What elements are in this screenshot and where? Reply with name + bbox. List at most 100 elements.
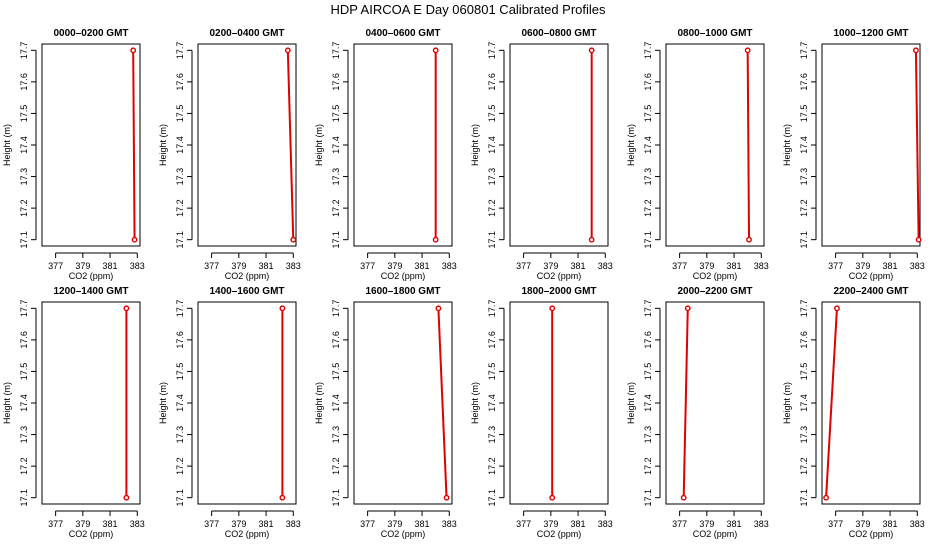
y-tick-label: 17.3 bbox=[331, 168, 341, 186]
y-axis-label: Height (m) bbox=[158, 124, 168, 166]
plot-frame bbox=[41, 301, 141, 505]
x-tick-label: 379 bbox=[543, 261, 558, 271]
x-tick-label: 381 bbox=[103, 519, 118, 529]
x-axis-label: CO2 (ppm) bbox=[69, 271, 114, 281]
data-point bbox=[549, 305, 556, 312]
y-axis-label: Height (m) bbox=[470, 124, 480, 166]
x-axis-label: CO2 (ppm) bbox=[849, 271, 894, 281]
panel-title: 0600–0800 GMT bbox=[521, 28, 596, 39]
x-tick-label: 377 bbox=[360, 519, 375, 529]
plot-frame bbox=[665, 301, 765, 505]
y-tick-label: 17.3 bbox=[175, 168, 185, 186]
x-axis-label: CO2 (ppm) bbox=[381, 529, 426, 539]
series-line bbox=[682, 308, 689, 498]
y-tick-label: 17.7 bbox=[331, 300, 341, 318]
panel-9: 1600–1800 GMT 377 379 381 383 CO2 (ppm) 17.1 17… bbox=[314, 286, 457, 539]
panel-title: 2200–2400 GMT bbox=[833, 286, 908, 297]
panel-title: 0000–0200 GMT bbox=[53, 28, 128, 39]
data-point bbox=[123, 305, 130, 312]
y-tick-label: 17.4 bbox=[799, 136, 809, 154]
plot-frame bbox=[509, 301, 609, 505]
panel-5: 0800–1000 GMT 377 379 381 383 CO2 (ppm) 17.1 17… bbox=[626, 28, 769, 281]
y-tick-label: 17.5 bbox=[331, 105, 341, 123]
panel-title: 0200–0400 GMT bbox=[209, 28, 284, 39]
x-tick-label: 381 bbox=[259, 261, 274, 271]
y-tick-label: 17.6 bbox=[331, 73, 341, 91]
series-line bbox=[746, 50, 751, 240]
plot-frame bbox=[353, 301, 453, 505]
y-tick-label: 17.3 bbox=[643, 426, 653, 444]
panel-2: 0200–0400 GMT 377 379 381 383 CO2 (ppm) 17.1 17… bbox=[158, 28, 301, 281]
x-axis-label: CO2 (ppm) bbox=[849, 529, 894, 539]
series-line bbox=[132, 50, 136, 240]
y-tick-label: 17.1 bbox=[331, 489, 341, 507]
data-point bbox=[823, 494, 829, 501]
y-tick-label: 17.7 bbox=[331, 42, 341, 60]
y-tick-label: 17.3 bbox=[799, 426, 809, 444]
x-tick-label: 381 bbox=[415, 519, 430, 529]
panel-8: 1400–1600 GMT 377 379 381 383 CO2 (ppm) 17.1 17… bbox=[158, 286, 301, 539]
y-tick-label: 17.6 bbox=[487, 73, 497, 91]
y-tick-label: 17.7 bbox=[175, 300, 185, 318]
y-tick-label: 17.6 bbox=[799, 331, 809, 349]
x-tick-label: 381 bbox=[571, 519, 586, 529]
x-axis-label: CO2 (ppm) bbox=[225, 529, 270, 539]
x-tick-label: 383 bbox=[910, 261, 925, 271]
y-axis-label: Height (m) bbox=[2, 382, 12, 424]
x-tick-label: 381 bbox=[883, 261, 898, 271]
data-point bbox=[588, 236, 595, 243]
x-tick-label: 383 bbox=[910, 519, 925, 529]
panel-title: 1800–2000 GMT bbox=[521, 286, 596, 297]
y-tick-label: 17.7 bbox=[19, 300, 29, 318]
plot-frame bbox=[197, 43, 297, 247]
y-tick-label: 17.3 bbox=[331, 426, 341, 444]
x-tick-label: 383 bbox=[130, 519, 145, 529]
y-tick-label: 17.6 bbox=[175, 331, 185, 349]
y-tick-label: 17.5 bbox=[175, 105, 185, 123]
y-tick-label: 17.5 bbox=[331, 363, 341, 381]
x-tick-label: 379 bbox=[387, 519, 402, 529]
y-axis-label: Height (m) bbox=[626, 124, 636, 166]
panel-title: 2000–2200 GMT bbox=[677, 286, 752, 297]
data-point bbox=[680, 494, 687, 501]
y-tick-label: 17.3 bbox=[487, 168, 497, 186]
x-axis-label: CO2 (ppm) bbox=[381, 271, 426, 281]
y-tick-label: 17.3 bbox=[19, 426, 29, 444]
y-tick-label: 17.4 bbox=[799, 394, 809, 412]
y-axis-label: Height (m) bbox=[314, 124, 324, 166]
x-tick-label: 383 bbox=[442, 519, 457, 529]
panel-7: 1200–1400 GMT 377 379 381 383 CO2 (ppm) 17.1 17… bbox=[2, 286, 145, 539]
x-tick-label: 377 bbox=[828, 261, 843, 271]
x-tick-label: 383 bbox=[286, 261, 301, 271]
x-tick-label: 383 bbox=[442, 261, 457, 271]
y-tick-label: 17.3 bbox=[175, 426, 185, 444]
plot-frame bbox=[821, 43, 921, 247]
x-tick-label: 377 bbox=[360, 261, 375, 271]
y-tick-label: 17.4 bbox=[175, 136, 185, 154]
x-tick-label: 379 bbox=[699, 519, 714, 529]
data-point bbox=[131, 236, 138, 243]
plot-frame bbox=[509, 43, 609, 247]
panel-title: 0400–0600 GMT bbox=[365, 28, 440, 39]
x-tick-label: 379 bbox=[387, 261, 402, 271]
y-tick-label: 17.1 bbox=[331, 231, 341, 249]
y-axis-label: Height (m) bbox=[782, 124, 792, 166]
x-tick-label: 379 bbox=[75, 261, 90, 271]
y-tick-label: 17.2 bbox=[643, 457, 653, 475]
y-tick-label: 17.1 bbox=[799, 489, 809, 507]
y-axis-label: Height (m) bbox=[2, 124, 12, 166]
y-tick-label: 17.7 bbox=[487, 42, 497, 60]
y-tick-label: 17.5 bbox=[799, 105, 809, 123]
x-tick-label: 377 bbox=[48, 261, 63, 271]
panel-10: 1800–2000 GMT 377 379 381 383 CO2 (ppm) 17.1 17… bbox=[470, 286, 613, 539]
y-tick-label: 17.4 bbox=[175, 394, 185, 412]
panel-title: 1400–1600 GMT bbox=[209, 286, 284, 297]
panel-1: 0000–0200 GMT 377 379 381 383 CO2 (ppm) 17.1 17… bbox=[2, 28, 145, 281]
data-point bbox=[284, 47, 291, 54]
x-tick-label: 383 bbox=[754, 261, 769, 271]
plot-frame bbox=[197, 301, 297, 505]
y-tick-label: 17.2 bbox=[487, 199, 497, 217]
y-tick-label: 17.7 bbox=[643, 42, 653, 60]
y-tick-label: 17.5 bbox=[19, 363, 29, 381]
y-axis-label: Height (m) bbox=[626, 382, 636, 424]
